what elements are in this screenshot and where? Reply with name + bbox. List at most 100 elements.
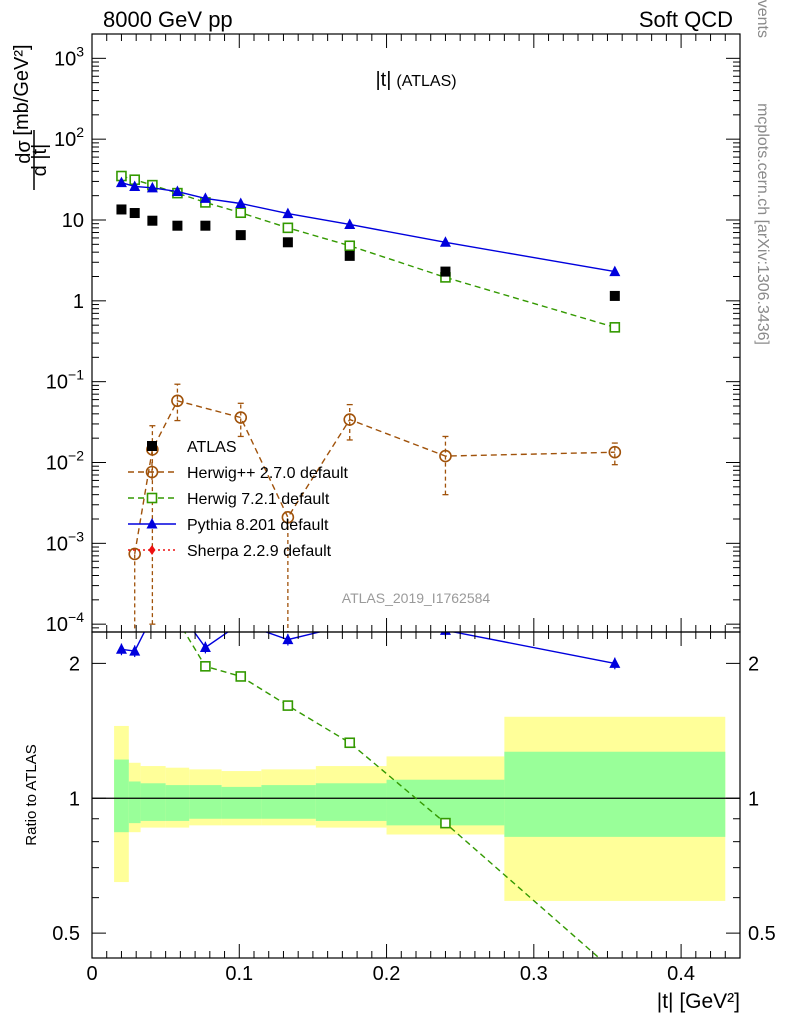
ratio-y-tick-label-right: 2 (748, 653, 759, 675)
y-tick-label: 10−1 (46, 367, 84, 394)
x-tick-label: 0 (86, 963, 97, 985)
main-axis-ticks: 10−4 10−3 10−2 10−1 1 10 102 103 (46, 33, 741, 636)
y-label-numerator: dσ (13, 140, 35, 164)
legend-label: Herwig 7.2.1 default (187, 491, 330, 508)
data-point (128, 547, 142, 561)
ratio-point (235, 671, 247, 682)
y-tick-label: 10−4 (46, 609, 84, 636)
y-tick-label: 102 (54, 124, 84, 151)
data-point (115, 176, 127, 188)
series-line-2 (121, 175, 616, 329)
ratio-axis-ticks: 0.5 0.5 1 1 2 2 0 0.1 0.2 0.3 0.4 (52, 632, 776, 985)
ratio-point (235, 617, 246, 628)
data-point (281, 510, 295, 524)
watermark-label: ATLAS_2019_I1762584 (342, 590, 491, 606)
header-left-label: 8000 GeV pp (103, 7, 233, 32)
ratio-y-tick-label-left: 0.5 (52, 923, 80, 945)
legend: ATLAS Herwig++ 2.7.0 default Herwig 7.2.1 … (128, 439, 349, 560)
mcplots-label: mcplots.cern.ch [arXiv:1306.3436] (754, 103, 771, 345)
data-point (200, 220, 211, 231)
legend-label: ATLAS (187, 439, 237, 456)
ratio-point (609, 657, 621, 668)
ratio-point (440, 817, 451, 829)
ratio-point (344, 619, 355, 630)
data-point (146, 181, 158, 193)
data-point (609, 290, 620, 301)
inner-band (315, 783, 387, 821)
y-tick-label: 10 (62, 210, 84, 232)
data-point (343, 413, 357, 426)
data-point (116, 204, 127, 215)
plot-title-sub: (ATLAS) (396, 73, 456, 90)
data-point (609, 265, 621, 277)
header-right-label: Soft QCD (639, 7, 733, 32)
ratio-data-marks (115, 603, 621, 976)
data-point (439, 449, 452, 463)
y-tick-label: 10−2 (46, 447, 84, 474)
legend-marker (145, 465, 159, 479)
main-y-axis-label: dσ d |t| [mb/GeV²] (11, 44, 51, 190)
data-point (235, 230, 246, 241)
ratio-point (172, 603, 183, 614)
data-point (147, 215, 158, 226)
series-line-3 (121, 181, 615, 273)
inner-band (504, 751, 726, 837)
data-point (172, 220, 183, 231)
data-point (129, 208, 140, 219)
legend-label: Herwig++ 2.7.0 default (187, 465, 349, 482)
data-point (171, 394, 184, 408)
x-tick-label: 0.3 (520, 963, 548, 985)
ratio-point (173, 615, 182, 624)
x-tick-label: 0.2 (373, 963, 401, 985)
inner-band (386, 779, 505, 826)
data-point (440, 266, 451, 277)
inner-band (140, 783, 166, 821)
ratio-point (115, 643, 127, 654)
legend-marker (146, 492, 158, 504)
ratio-y-axis-label: Ratio to ATLAS (23, 744, 40, 845)
data-point (344, 240, 356, 252)
data-point (344, 218, 356, 229)
inner-band (189, 785, 222, 819)
data-point (282, 222, 294, 234)
data-point (282, 207, 294, 219)
ratio-y-tick-label-right: 0.5 (748, 923, 776, 945)
inner-band (221, 786, 262, 819)
legend-marker (147, 441, 157, 451)
data-point (199, 192, 211, 203)
inner-band (128, 781, 141, 824)
inner-band (261, 785, 316, 819)
legend-marker (146, 518, 158, 529)
ratio-y-tick-label-right: 1 (748, 788, 759, 810)
x-tick-label: 0.1 (225, 963, 253, 985)
ratio-y-tick-label-left: 2 (69, 653, 80, 675)
ratio-panel: 0.5 0.5 1 1 2 2 0 0.1 0.2 0.3 0.4 (52, 603, 776, 985)
x-tick-label: 0.4 (667, 963, 695, 985)
ratio-point (344, 737, 356, 749)
data-point (171, 185, 183, 197)
x-axis-label: |t| [GeV²] (657, 990, 740, 1013)
ratio-uncertainty-bands (92, 716, 740, 901)
ratio-point (282, 633, 294, 645)
ratio-point (610, 967, 619, 976)
legend-label: Sherpa 2.2.9 default (187, 543, 332, 560)
data-point (129, 180, 141, 191)
data-point (608, 445, 622, 459)
y-label-unit: [mb/GeV²] (11, 44, 33, 135)
plot-title: |t| (ATLAS) (375, 69, 456, 91)
ratio-point (199, 641, 211, 653)
ratio-point (282, 700, 294, 711)
legend-label: Pythia 8.201 default (187, 517, 329, 534)
rivet-label: Rivet 3.1.10, ≥ 400k events (754, 0, 771, 38)
ratio-point (200, 661, 211, 672)
data-point (282, 237, 293, 248)
data-point (234, 411, 248, 424)
inner-band (114, 759, 129, 833)
y-tick-label: 1 (73, 291, 84, 313)
ratio-point (129, 645, 141, 656)
y-tick-label: 10−3 (46, 528, 84, 555)
y-tick-label: 103 (54, 43, 84, 70)
y-label-denominator: d |t| (29, 144, 51, 177)
data-point (344, 250, 355, 261)
